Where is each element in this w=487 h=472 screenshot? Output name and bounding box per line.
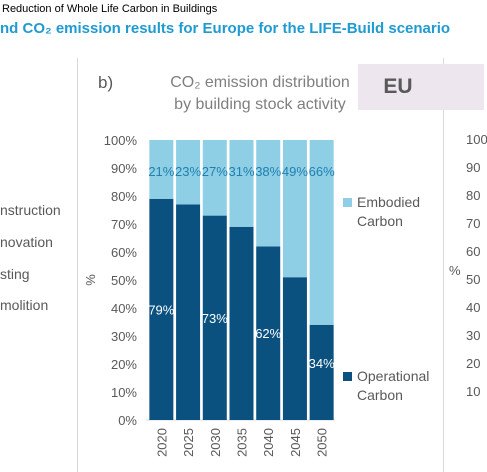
y-tick-label: 50% xyxy=(111,273,137,288)
data-label-operational: 62% xyxy=(255,326,281,341)
left-legend-renovation: novation xyxy=(0,234,53,250)
panel-right-border xyxy=(443,58,444,472)
x-tick-label: 2045 xyxy=(288,428,303,457)
legend-swatch-embodied xyxy=(343,198,352,207)
right-panel-tick-label: 20 xyxy=(466,356,481,371)
legend-swatch-operational xyxy=(343,372,352,381)
y-axis-label: % xyxy=(83,274,98,286)
bar-operational xyxy=(282,277,307,420)
right-panel-tick-label: 40 xyxy=(466,300,481,315)
right-panel-tick-label: 10 xyxy=(466,384,481,399)
x-tick-label: 2040 xyxy=(261,428,276,457)
bar-embodied xyxy=(176,140,201,205)
left-legend-existing: sting xyxy=(0,266,30,282)
y-tick-label: 100% xyxy=(104,133,138,148)
y-tick-label: 60% xyxy=(111,245,137,260)
x-tick-label: 2050 xyxy=(315,428,330,457)
y-tick-label: 90% xyxy=(111,161,137,176)
right-panel-tick-label: 70 xyxy=(466,216,481,231)
x-tick-label: 2030 xyxy=(208,428,223,457)
right-panel-axis-label: % xyxy=(449,263,461,278)
y-tick-label: 20% xyxy=(111,357,137,372)
chart-title-line1: CO₂ emission distribution xyxy=(170,74,350,91)
right-panel-tick-label: 30 xyxy=(466,328,481,343)
region-badge-background xyxy=(358,64,484,110)
bar-operational xyxy=(309,324,334,420)
data-label-embodied: 31% xyxy=(228,164,254,179)
chart-title-line2: by building stock activity xyxy=(174,96,346,113)
bar-operational xyxy=(202,215,227,420)
bar-embodied xyxy=(202,140,227,216)
y-tick-label: 40% xyxy=(111,301,137,316)
figure-title: nd CO₂ emission results for Europe for t… xyxy=(0,20,451,37)
bar-operational xyxy=(149,198,174,420)
legend-operational-line1: Operational xyxy=(357,368,430,384)
legend-embodied-line2: Carbon xyxy=(357,213,403,229)
legend-operational-line2: Carbon xyxy=(357,387,403,403)
data-label-embodied: 66% xyxy=(309,164,335,179)
data-label-operational: 73% xyxy=(202,311,228,326)
region-badge: EU xyxy=(383,75,413,98)
bar-embodied xyxy=(282,140,307,278)
bar-operational xyxy=(176,204,201,420)
x-tick-label: 2035 xyxy=(235,428,250,457)
right-panel-tick-label: 50 xyxy=(466,272,481,287)
data-label-embodied: 23% xyxy=(175,164,201,179)
panel-left-border xyxy=(77,58,78,472)
right-panel-tick-label: 60 xyxy=(466,244,481,259)
right-panel-tick-label: 80 xyxy=(466,188,481,203)
bar-embodied xyxy=(149,140,174,199)
y-tick-label: 30% xyxy=(111,329,137,344)
y-tick-label: 70% xyxy=(111,217,137,232)
right-panel-tick-label: 90 xyxy=(466,160,481,175)
legend-embodied-line1: Embodied xyxy=(357,194,421,210)
bar-operational xyxy=(256,246,281,420)
running-header: Reduction of Whole Life Carbon in Buildi… xyxy=(2,3,218,15)
data-label-embodied: 49% xyxy=(282,164,308,179)
x-tick-label: 2020 xyxy=(154,428,169,457)
data-label-embodied: 21% xyxy=(148,164,174,179)
data-label-operational: 34% xyxy=(309,356,335,371)
panel-letter: b) xyxy=(98,73,114,92)
y-tick-label: 10% xyxy=(111,385,137,400)
data-label-embodied: 38% xyxy=(255,164,281,179)
data-label-embodied: 27% xyxy=(202,164,228,179)
y-tick-label: 80% xyxy=(111,189,137,204)
data-label-operational: 79% xyxy=(148,302,174,317)
bar-embodied xyxy=(309,140,334,325)
left-legend-construction: nstruction xyxy=(0,202,61,218)
left-legend-demolition: molition xyxy=(0,297,49,313)
x-tick-label: 2025 xyxy=(181,428,196,457)
right-panel-tick-label: 100 xyxy=(466,132,487,147)
bar-embodied xyxy=(256,140,281,247)
bar-operational xyxy=(229,226,254,420)
y-tick-label: 0% xyxy=(118,413,137,428)
bar-embodied xyxy=(229,140,254,227)
